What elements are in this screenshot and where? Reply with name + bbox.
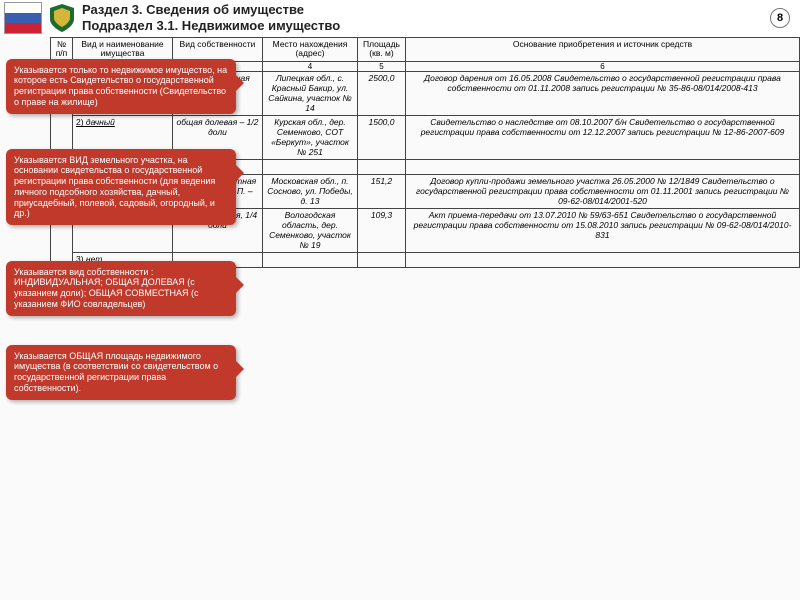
cell-address: Липецкая обл., с. Красный Бакир, ул. Сай… <box>263 72 358 116</box>
cell-basis: Акт приема-передачи от 13.07.2010 № 59/6… <box>406 209 800 253</box>
title-block: Раздел 3. Сведения об имуществе Подразде… <box>82 2 340 35</box>
header: Раздел 3. Сведения об имуществе Подразде… <box>0 0 800 37</box>
col-ownership: Вид собственности <box>173 37 263 62</box>
cell-address <box>263 160 358 175</box>
col-area: Площадь (кв. м) <box>358 37 406 62</box>
col-address: Место нахождения (адрес) <box>263 37 358 62</box>
cell-address: Курская обл., дер. Семенково, СОТ «Берку… <box>263 116 358 160</box>
col-name: Вид и наименование имущества <box>73 37 173 62</box>
cell-address <box>263 253 358 268</box>
cell-area <box>358 160 406 175</box>
cell-area <box>358 253 406 268</box>
cell-address: Вологодская область, дер. Семенково, уча… <box>263 209 358 253</box>
main-area: № п/п Вид и наименование имущества Вид с… <box>0 37 800 269</box>
callout-ownership-type: Указывается вид собственности : ИНДИВИДУ… <box>6 261 236 316</box>
col-basis: Основание приобретения и источник средст… <box>406 37 800 62</box>
cell-basis: Договор дарения от 16.05.2008 Свидетельс… <box>406 72 800 116</box>
callout-total-area: Указывается ОБЩАЯ площадь недвижимого им… <box>6 345 236 400</box>
col-num: № п/п <box>51 37 73 62</box>
cell-address: Московская обл., п. Сосново, ул. Победы,… <box>263 175 358 209</box>
header-left: Раздел 3. Сведения об имуществе Подразде… <box>4 2 340 35</box>
cell-basis: Договор купли-продажи земельного участка… <box>406 175 800 209</box>
cell-basis: Свидетельство о наследстве от 08.10.2007… <box>406 116 800 160</box>
page-number-badge: 8 <box>770 8 790 28</box>
flag-emblem <box>4 2 42 34</box>
callout-land-type: Указывается ВИД земельного участка, на о… <box>6 149 236 226</box>
cell-area: 1500,0 <box>358 116 406 160</box>
section-title: Раздел 3. Сведения об имуществе <box>82 2 340 18</box>
cell-area: 109,3 <box>358 209 406 253</box>
cell-area: 2500,0 <box>358 72 406 116</box>
callout-registration: Указывается только то недвижимое имущест… <box>6 59 236 114</box>
subsection-title: Подраздел 3.1. Недвижимое имущество <box>82 18 340 34</box>
cell-basis <box>406 253 800 268</box>
cell-basis <box>406 160 800 175</box>
table-header-row: № п/п Вид и наименование имущества Вид с… <box>51 37 800 62</box>
shield-icon <box>48 3 76 33</box>
cell-area: 151,2 <box>358 175 406 209</box>
